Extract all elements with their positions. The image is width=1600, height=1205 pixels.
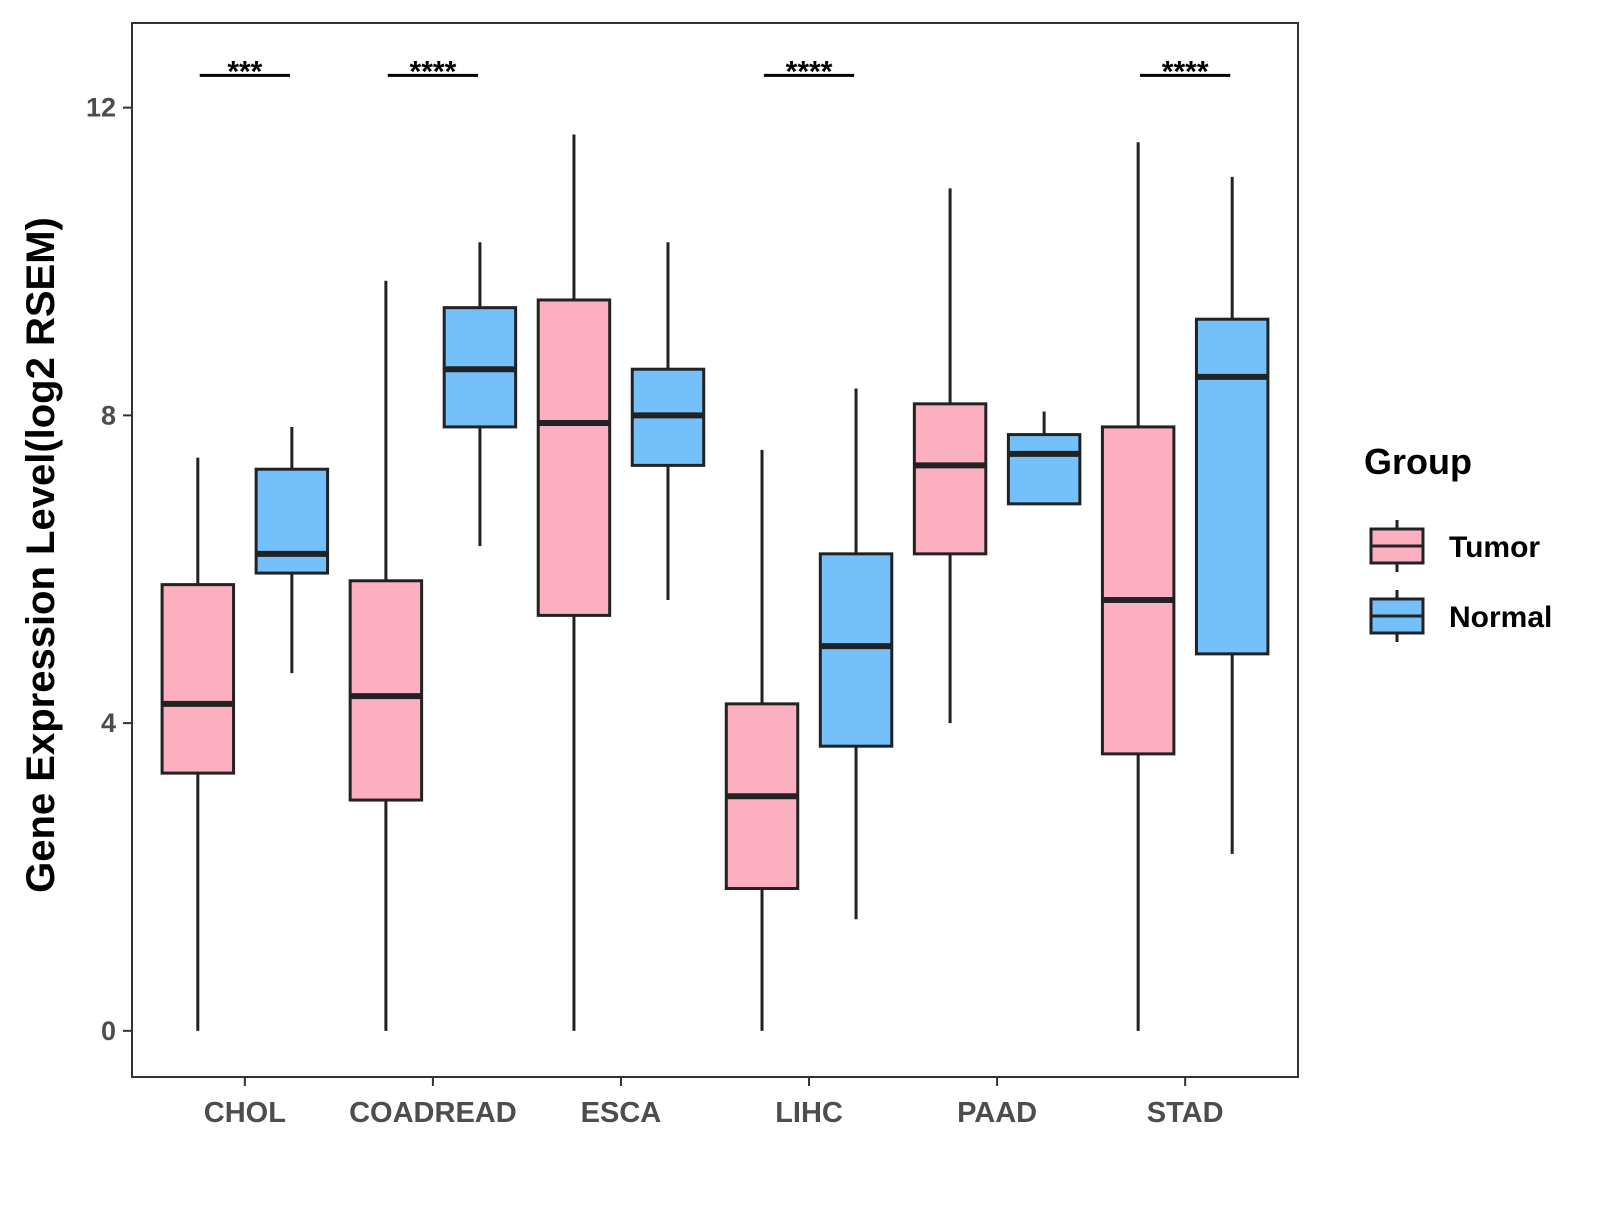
box-esca-normal (630, 242, 706, 601)
iqr-box-stad-tumor (1100, 425, 1176, 756)
legend-item-normal: Normal (1369, 590, 1552, 642)
box-chol-normal (254, 426, 330, 674)
x-tick-label-paad: PAAD (957, 1097, 1037, 1129)
panel-border (131, 22, 1299, 1078)
iqr-box-lihc-normal (818, 552, 894, 748)
box-coadread-normal (442, 242, 518, 547)
x-tick-label-chol: CHOL (204, 1097, 286, 1129)
y-tick-label-8: 8 (101, 400, 116, 430)
iqr-box-stad-normal (1194, 317, 1270, 656)
significance-label-chol: *** (227, 55, 262, 88)
legend-item-tumor: Tumor (1369, 520, 1540, 572)
iqr-box-esca-tumor (536, 298, 612, 617)
iqr-box-paad-normal (1006, 433, 1082, 506)
axes: 0 4 8 12 CHOL COADREAD ESCA LIHC PAAD STAD Gene Ex… (19, 22, 1299, 1129)
y-tick-label-12: 12 (86, 93, 116, 123)
box-chol-tumor (160, 457, 236, 1031)
plot-area: *** **** **** **** (160, 55, 1270, 1031)
box-coadread-tumor (348, 280, 424, 1031)
significance-label-stad: **** (1162, 55, 1209, 88)
y-axis-label: Gene Expression Level(log2 RSEM) (19, 217, 63, 893)
box-paad-tumor (912, 188, 988, 724)
y-tick-label-0: 0 (101, 1016, 116, 1046)
significance-label-lihc: **** (786, 55, 833, 88)
box-lihc-tumor (724, 449, 800, 1031)
iqr-box-coadread-tumor (348, 579, 424, 802)
iqr-box-paad-tumor (912, 402, 988, 556)
y-tick-label-4: 4 (101, 708, 116, 738)
iqr-box-chol-tumor (160, 583, 236, 775)
x-tick-label-stad: STAD (1147, 1097, 1224, 1129)
legend-title: Group (1364, 441, 1472, 482)
box-esca-tumor (536, 134, 612, 1031)
x-tick-label-esca: ESCA (581, 1097, 662, 1129)
legend-label-tumor: Tumor (1449, 531, 1540, 564)
box-lihc-normal (818, 388, 894, 920)
box-stad-tumor (1100, 142, 1176, 1031)
legend-label-normal: Normal (1449, 601, 1552, 634)
legend: Group Tumor Normal (1364, 441, 1552, 642)
box-paad-normal (1006, 411, 1082, 506)
x-tick-label-lihc: LIHC (775, 1097, 843, 1129)
box-stad-normal (1194, 176, 1270, 854)
significance-label-coadread: **** (410, 55, 457, 88)
iqr-box-chol-normal (254, 467, 330, 575)
x-tick-label-coadread: COADREAD (349, 1097, 517, 1129)
